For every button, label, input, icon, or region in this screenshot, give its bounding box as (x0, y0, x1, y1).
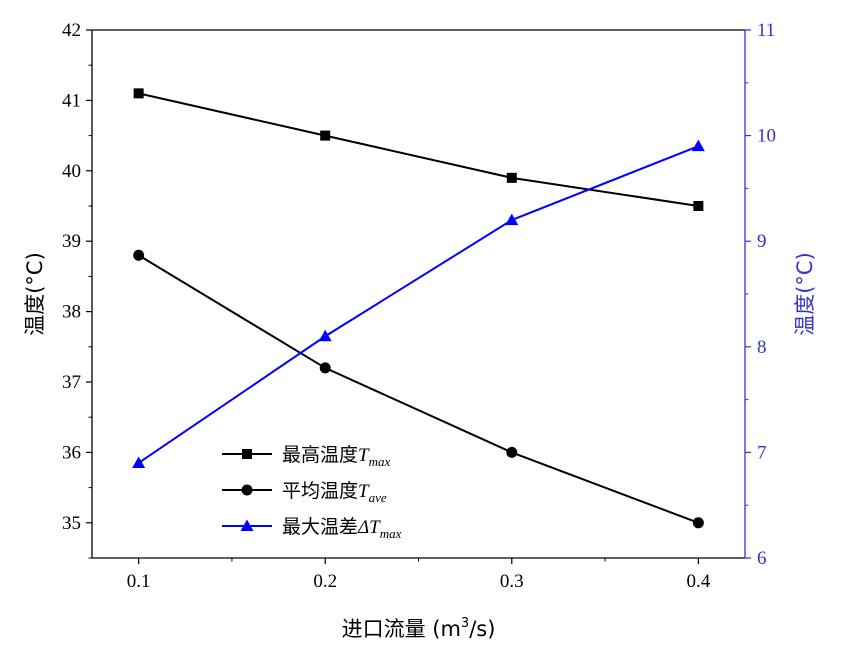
y-right-tick-label: 6 (757, 548, 767, 569)
series-line (138, 145, 699, 464)
y-left-tick-label: 41 (62, 90, 81, 111)
data-point (506, 172, 517, 183)
data-point (318, 329, 332, 342)
legend-entry: 最大温差ΔTmax (222, 516, 402, 541)
axis-titles: 进口流量 (m3/s) 温度(°C) 温度(°C) (23, 252, 817, 641)
legend-marker (241, 484, 253, 496)
legend: 最高温度Tmax 平均温度Tave 最大温差ΔTmax (222, 444, 402, 541)
series-line (138, 92, 699, 207)
y-right-tick-label: 10 (757, 126, 776, 147)
y-axis-right-title: 温度(°C) (793, 252, 817, 336)
y-axis-left-title: 温度(°C) (23, 252, 47, 336)
data-point (505, 213, 519, 226)
series-line (138, 254, 699, 524)
x-tick-label: 0.2 (313, 571, 337, 592)
series-2 (133, 249, 704, 529)
legend-marker (242, 449, 252, 459)
legend-entry: 平均温度Tave (222, 480, 387, 505)
axis-ticks: 0.1 0.2 0.3 0.4 35 36 37 38 39 40 41 42 6 7 8 9 10 11 (62, 20, 776, 592)
series-1 (133, 88, 704, 211)
series-3 (132, 139, 705, 468)
data-point (691, 139, 705, 152)
x-tick-label: 0.1 (127, 571, 151, 592)
y-left-tick-label: 40 (62, 161, 81, 182)
data-point (132, 456, 146, 468)
data-point (506, 446, 518, 458)
y-left-tick-label: 39 (62, 231, 81, 252)
x-axis-title: 进口流量 (m3/s) (342, 616, 496, 641)
y-right-tick-label: 11 (757, 20, 775, 41)
data-point (693, 201, 704, 211)
y-right-tick-label: 8 (757, 337, 767, 358)
data-point (320, 130, 331, 141)
legend-label: 平均温度Tave (282, 480, 387, 505)
x-tick-label: 0.3 (500, 571, 524, 592)
y-left-tick-label: 38 (62, 302, 81, 323)
y-right-tick-label: 7 (757, 442, 767, 463)
y-left-tick-label: 42 (62, 20, 81, 41)
y-left-tick-label: 35 (62, 513, 81, 534)
y-right-tick-label: 9 (757, 231, 767, 252)
y-left-tick-label: 36 (62, 442, 81, 463)
data-point (692, 517, 704, 529)
x-tick-label: 0.4 (686, 571, 710, 592)
y-left-tick-label: 37 (62, 372, 81, 393)
series-layer (132, 88, 705, 529)
legend-label: 最大温差ΔTmax (282, 516, 402, 541)
legend-label: 最高温度Tmax (282, 444, 390, 469)
data-point (133, 88, 144, 99)
plot-frame (91, 29, 746, 559)
legend-entry: 最高温度Tmax (222, 444, 390, 469)
data-point (133, 249, 145, 261)
legend-marker (240, 519, 254, 531)
data-point (319, 362, 331, 374)
